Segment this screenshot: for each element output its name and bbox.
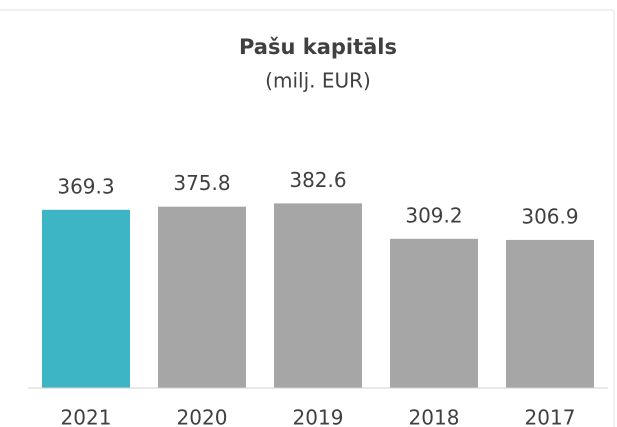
value-label: 309.2 bbox=[405, 203, 462, 227]
value-label: 306.9 bbox=[521, 204, 578, 228]
x-tick-label: 2018 bbox=[409, 406, 460, 427]
chart-title: Pašu kapitāls bbox=[239, 35, 397, 59]
value-label: 382.6 bbox=[289, 168, 346, 192]
value-label: 369.3 bbox=[57, 174, 114, 198]
bar bbox=[42, 209, 130, 388]
x-tick-label: 2021 bbox=[61, 406, 112, 427]
x-tick-label: 2020 bbox=[177, 406, 228, 427]
bar bbox=[158, 206, 246, 388]
bar bbox=[506, 239, 594, 388]
value-label: 375.8 bbox=[173, 171, 230, 195]
bar bbox=[390, 238, 478, 388]
x-tick-label: 2019 bbox=[293, 406, 344, 427]
bar bbox=[274, 203, 362, 388]
x-tick-label: 2017 bbox=[525, 406, 576, 427]
chart-subtitle: (milj. EUR) bbox=[265, 69, 371, 93]
